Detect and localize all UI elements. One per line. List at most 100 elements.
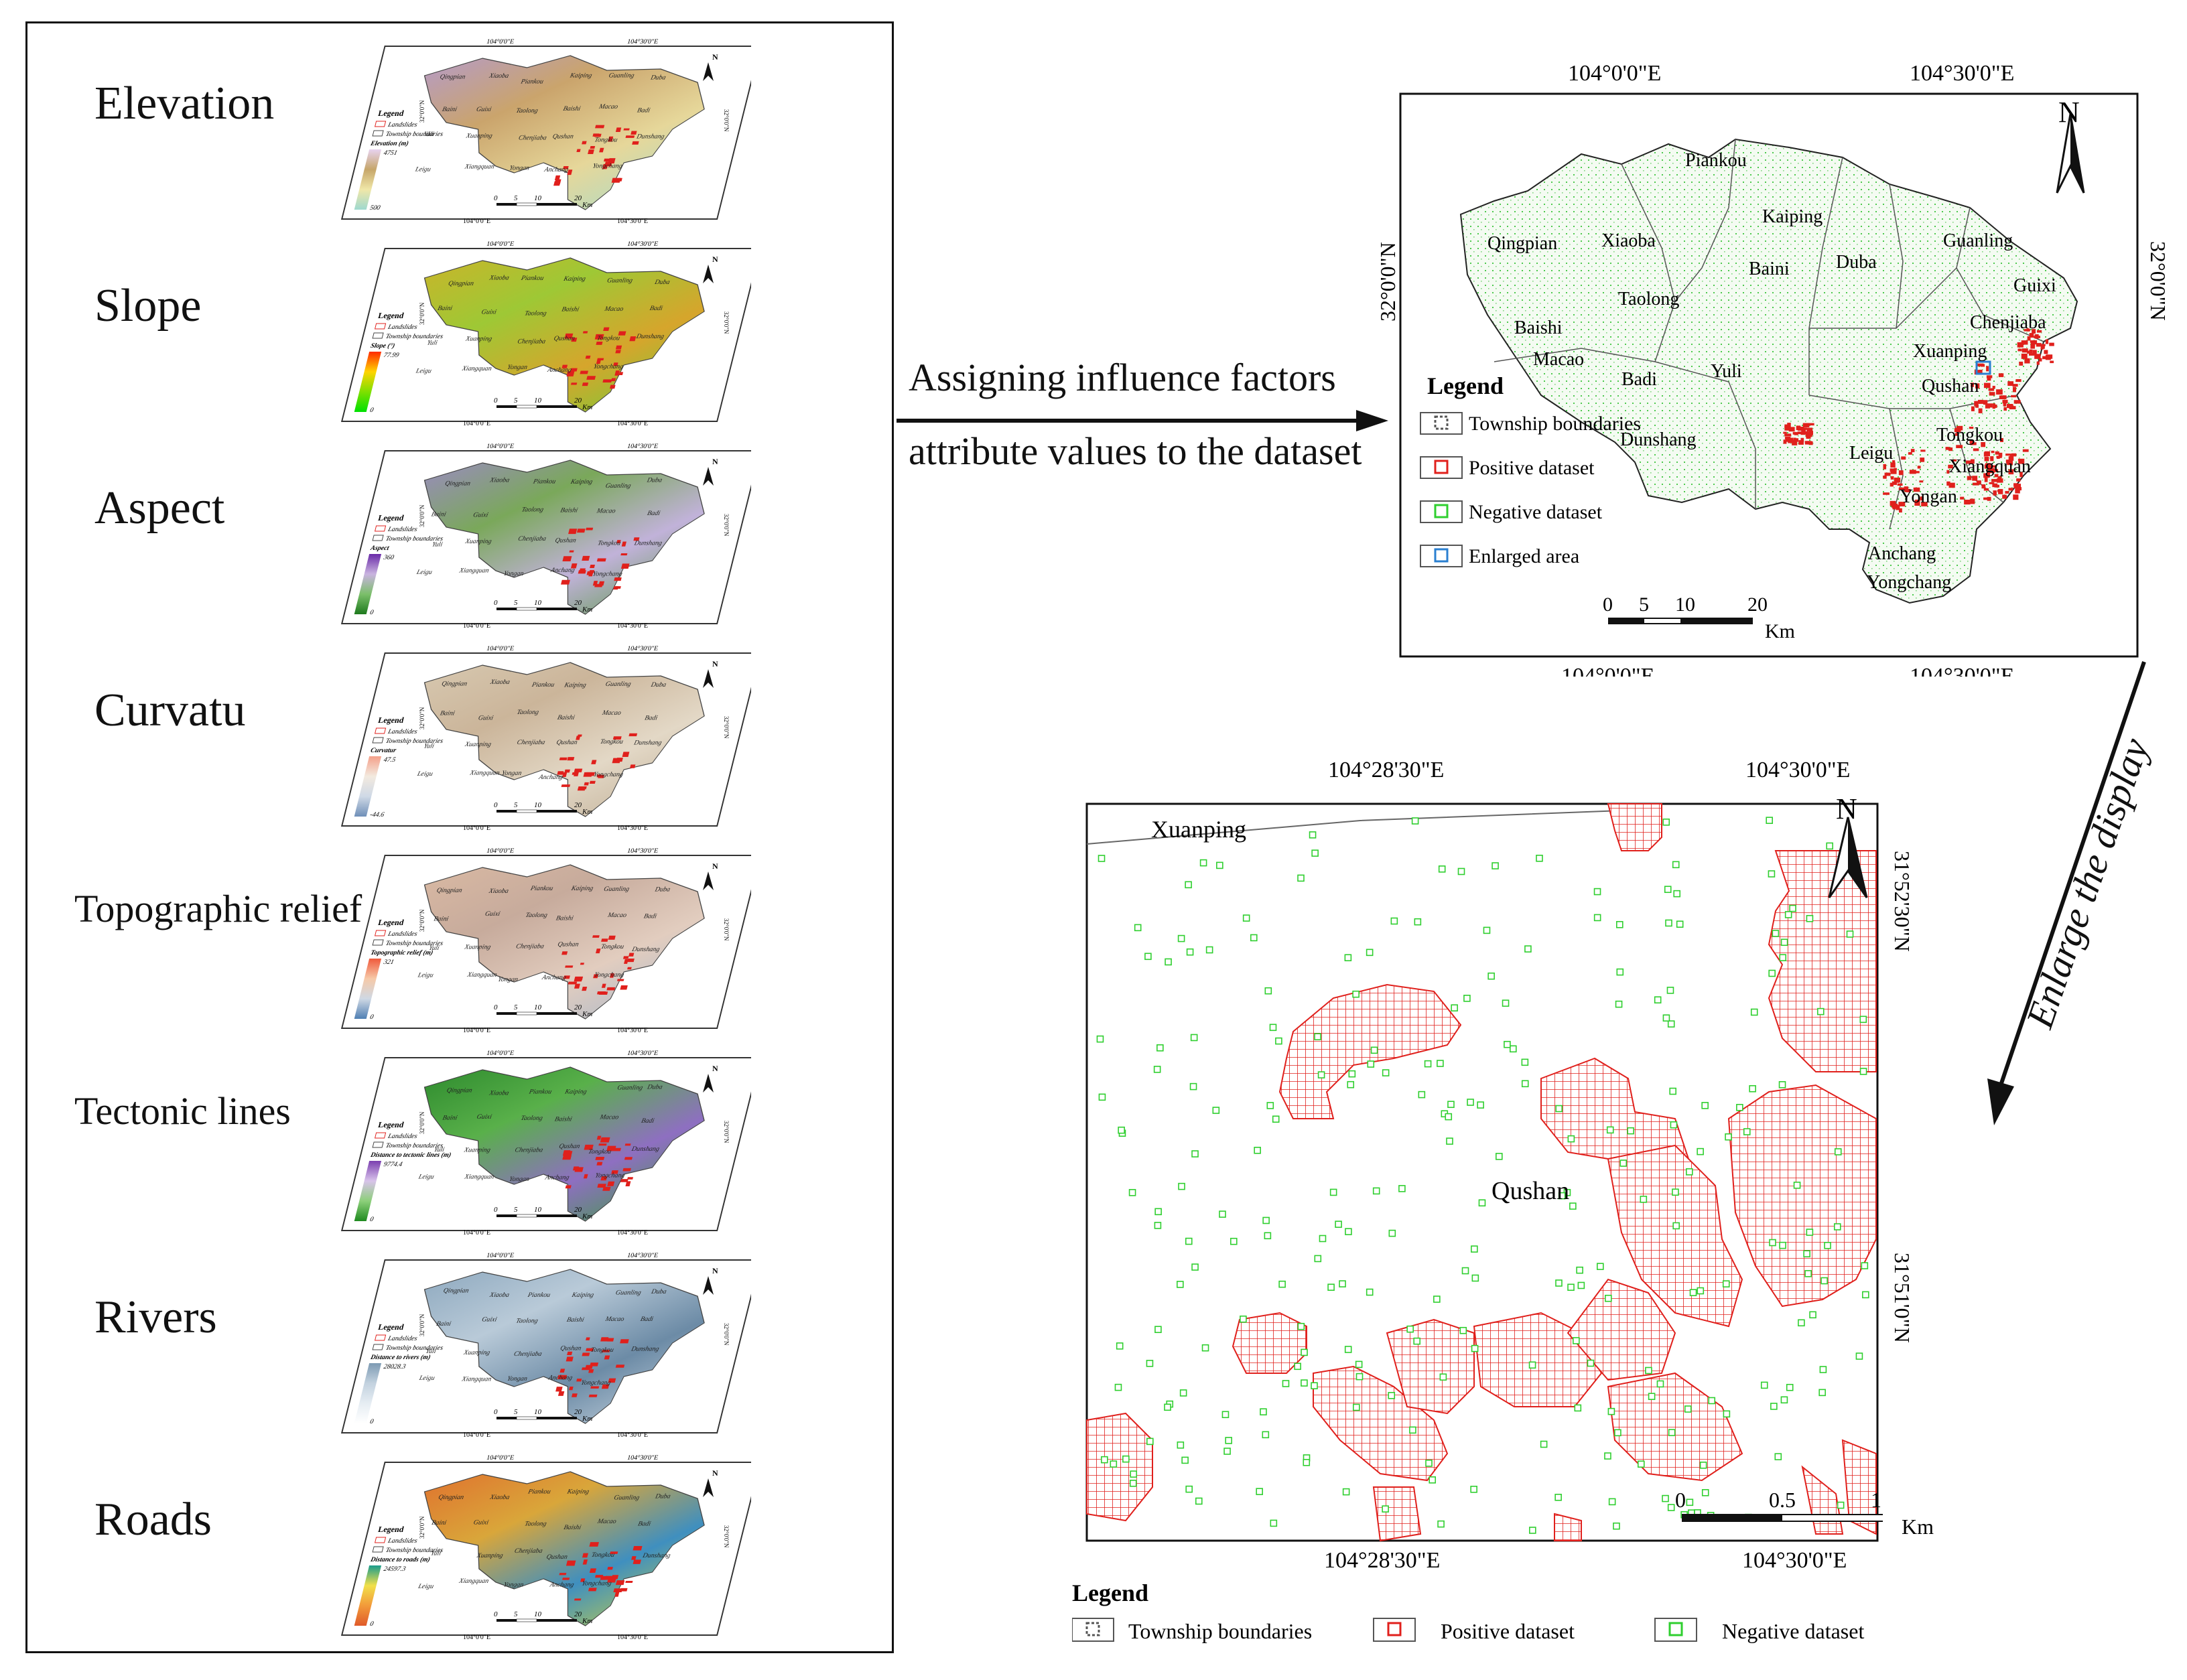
landslide-mark (564, 333, 574, 339)
overview-township-label: Tongkou (1936, 425, 2003, 445)
positive-cell (1890, 482, 1894, 487)
coord-right: 32°0'0"N (723, 109, 730, 132)
landslide-mark (621, 541, 626, 547)
negative-point (1262, 1431, 1270, 1439)
township-label: Leigu (415, 569, 433, 576)
positive-cell (1997, 476, 2002, 480)
landslide-mark (594, 583, 603, 587)
landslide-mark (615, 1364, 625, 1368)
landslide-mark (563, 166, 569, 169)
legend-swatch-township (372, 332, 384, 339)
factor-map: Qingpian Xiaoba Piankou Kaiping Guanling Duba… (340, 1252, 751, 1437)
landslide-mark (583, 772, 593, 777)
negative-point (1223, 1448, 1231, 1455)
township-label: Yongan (501, 770, 522, 777)
positive-cell (1894, 477, 1901, 483)
positive-cell (1806, 427, 1813, 432)
positive-cell (1998, 452, 2003, 457)
positive-cell (1983, 452, 1989, 457)
landslide-mark (567, 169, 573, 176)
township-label: Yongchang (592, 163, 623, 170)
negative-point (1098, 1093, 1106, 1101)
legend-landslides: Landslides (387, 526, 418, 533)
scale-tick: 5 (514, 194, 518, 202)
landslide-mark (582, 382, 589, 387)
township-label: Badi (644, 715, 659, 722)
negative-point (1596, 1263, 1604, 1270)
factor-panel: Elevation Qingpian Xiaoba Piankou Kaiping Gua… (25, 21, 894, 1653)
coord-right: 32°0'0"N (723, 1323, 730, 1346)
township-boundary (1728, 381, 1756, 509)
coord-top-right: 104°30'0"E (626, 443, 659, 450)
township-label: Qushan (551, 133, 574, 140)
positive-cell (1948, 464, 1953, 469)
negative-point (1264, 1232, 1272, 1240)
positive-cell (1909, 470, 1916, 474)
township-label: Guanling (615, 1289, 642, 1297)
negative-point (1256, 1488, 1263, 1495)
scale-tick: 0 (494, 1206, 498, 1214)
negative-point (1510, 1045, 1517, 1053)
negative-point (1339, 1280, 1346, 1287)
township-label: Xiaoba (488, 476, 511, 484)
negative-point (1701, 1102, 1709, 1109)
negative-point (1779, 954, 1787, 961)
positive-cell (1991, 465, 1997, 468)
positive-cell (1890, 500, 1896, 506)
scale-unit: Km (582, 1212, 592, 1220)
positive-cell (2036, 330, 2042, 333)
negative-point (1154, 1222, 1162, 1229)
negative-point (1555, 1279, 1563, 1287)
negative-point (1424, 1060, 1432, 1068)
negative-point (1294, 1362, 1301, 1371)
positive-cell (1896, 504, 1900, 510)
negative-point (1463, 995, 1471, 1002)
negative-point (1784, 911, 1792, 918)
positive-cell (1996, 456, 2002, 458)
negative-point (1191, 1150, 1199, 1158)
scale-tick: 0 (494, 194, 498, 202)
positive-cell (1792, 439, 1796, 442)
factor-ramp (354, 554, 382, 614)
north-arrow-fill (1848, 817, 1867, 898)
overview-township-label: Xuanping (1913, 341, 1987, 362)
landslide-mark (622, 1168, 631, 1172)
positive-cell (2019, 361, 2024, 366)
township-label: Macao (606, 912, 627, 919)
negative-point (1301, 1348, 1308, 1356)
positive-cell (1805, 432, 1812, 437)
ramp-max: 77.99 (383, 352, 399, 359)
positive-cell (2024, 358, 2030, 364)
landslide-mark (607, 1338, 614, 1342)
landslide-mark (559, 1369, 566, 1373)
township-label: Duba (645, 477, 663, 484)
negative-point (1779, 1241, 1786, 1249)
township-label: Anchang (543, 166, 569, 173)
negative-point (1859, 1016, 1867, 1024)
legend-township: Township boundaries (385, 131, 444, 138)
landslide-mark (594, 334, 604, 340)
positive-cell (2007, 381, 2014, 387)
overview-township-label: Yongan (1900, 486, 1957, 507)
township-label: Qingpian (444, 480, 471, 488)
zoom-legend-item: Township boundaries (1128, 1619, 1312, 1643)
positive-cell (1892, 504, 1896, 510)
negative-point (1128, 1189, 1136, 1196)
positive-cell (2039, 358, 2042, 362)
township-label: Xuanping (464, 335, 493, 342)
landslide-mark (620, 985, 628, 990)
township-label: Tongkou (594, 137, 618, 144)
negative-point (1774, 1453, 1782, 1460)
positive-cell (1917, 466, 1921, 469)
coord-top-left: 104°0'0"E (486, 1050, 515, 1057)
overview-township-label: Guanling (1943, 230, 2013, 251)
negative-point (1672, 1188, 1679, 1196)
negative-point (1116, 1342, 1124, 1350)
negative-point (1388, 1229, 1396, 1237)
scale-tick: 0 (494, 1408, 498, 1416)
coord-right: 32°0'0"N (723, 514, 730, 537)
north-arrow-fill (2070, 114, 2084, 193)
township-label: Qingpian (441, 681, 468, 688)
